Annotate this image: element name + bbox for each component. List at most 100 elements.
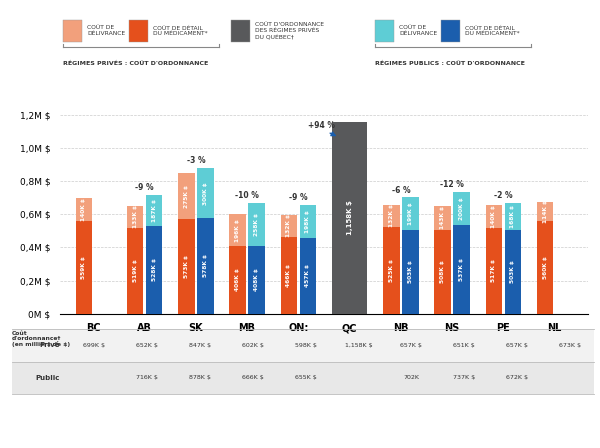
Bar	[127, 228, 143, 314]
Text: 200K $: 200K $	[459, 197, 464, 220]
Text: 114K $: 114K $	[542, 200, 548, 223]
Text: -9 %: -9 %	[289, 193, 308, 202]
Text: 133K $: 133K $	[133, 205, 137, 228]
Text: 140K $: 140K $	[491, 205, 496, 228]
Text: COÛT D'ORDONNANCE
DES RÉGIMES PRIVÉS
DU QUÉBEC†: COÛT D'ORDONNANCE DES RÉGIMES PRIVÉS DU …	[255, 22, 324, 39]
Text: 198K $: 198K $	[305, 210, 310, 233]
Text: 651K $: 651K $	[453, 343, 475, 348]
Bar	[127, 206, 143, 228]
Text: 199K $: 199K $	[408, 202, 413, 225]
Text: 560K $: 560K $	[542, 256, 548, 279]
Text: COÛT DE DÉTAIL
DU MÉDICAMENT*: COÛT DE DÉTAIL DU MÉDICAMENT*	[465, 26, 520, 36]
Bar	[197, 218, 214, 314]
Bar	[505, 202, 521, 230]
Text: 737K $: 737K $	[453, 375, 475, 380]
Text: 673K $: 673K $	[559, 343, 581, 348]
Text: RÉGIMES PRIVÉS : COÛT D'ORDONNANCE: RÉGIMES PRIVÉS : COÛT D'ORDONNANCE	[63, 61, 208, 66]
Bar	[434, 206, 451, 229]
Bar	[76, 221, 92, 314]
Bar	[486, 205, 502, 228]
Bar	[383, 205, 400, 227]
Text: 716K $: 716K $	[136, 375, 158, 380]
Bar	[486, 228, 502, 314]
Bar	[229, 246, 246, 314]
Bar	[146, 195, 162, 226]
Bar	[178, 219, 194, 314]
Bar	[454, 192, 470, 225]
Text: 878K $: 878K $	[189, 375, 211, 380]
Text: 666K $: 666K $	[242, 375, 263, 380]
Bar	[178, 173, 194, 219]
Text: 537K $: 537K $	[459, 258, 464, 281]
Bar	[197, 168, 214, 218]
Text: 847K $: 847K $	[189, 343, 211, 348]
Bar	[299, 205, 316, 238]
Text: 168K $: 168K $	[511, 205, 515, 228]
Text: Privé: Privé	[40, 342, 60, 349]
Bar	[383, 227, 400, 314]
Bar	[281, 237, 297, 314]
Text: 655K $: 655K $	[295, 375, 316, 380]
Text: COÛT DE
DÉLIVRANCE: COÛT DE DÉLIVRANCE	[399, 26, 437, 36]
Text: 517K $: 517K $	[491, 259, 496, 282]
Text: 508K $: 508K $	[440, 260, 445, 283]
Text: 408K $: 408K $	[254, 268, 259, 291]
Bar	[537, 202, 553, 221]
Bar	[434, 229, 451, 314]
Text: 466K $: 466K $	[286, 263, 292, 287]
Text: 140K $: 140K $	[82, 198, 86, 221]
Text: 578K $: 578K $	[203, 254, 208, 277]
Text: 528K $: 528K $	[152, 258, 157, 281]
Text: 196K $: 196K $	[235, 219, 240, 241]
Bar	[537, 221, 553, 314]
Text: 652K $: 652K $	[136, 343, 158, 348]
Bar	[281, 215, 297, 237]
Text: 187K $: 187K $	[152, 199, 157, 222]
Bar	[402, 230, 419, 314]
Text: 132K $: 132K $	[286, 214, 292, 237]
Bar	[332, 122, 367, 314]
Text: Coût
d'ordonnance†
(en milliers de $): Coût d'ordonnance† (en milliers de $)	[12, 331, 70, 347]
Bar	[146, 226, 162, 314]
Text: 300K $: 300K $	[203, 182, 208, 205]
Text: 132K $: 132K $	[389, 204, 394, 227]
Text: 672K $: 672K $	[506, 375, 528, 380]
Text: 143K $: 143K $	[440, 206, 445, 229]
Text: 598K $: 598K $	[295, 343, 316, 348]
Text: 602K $: 602K $	[242, 343, 263, 348]
Text: -12 %: -12 %	[440, 180, 464, 189]
Text: Public: Public	[35, 375, 60, 381]
Text: 1,158K $: 1,158K $	[347, 200, 353, 235]
Text: 258K $: 258K $	[254, 213, 259, 236]
Text: -3 %: -3 %	[187, 156, 205, 165]
Text: 457K $: 457K $	[305, 264, 310, 287]
Text: 657K $: 657K $	[506, 343, 527, 348]
Text: 657K $: 657K $	[400, 343, 422, 348]
Text: 699K $: 699K $	[83, 343, 106, 348]
Text: -9 %: -9 %	[135, 183, 154, 192]
Text: COÛT DE
DÉLIVRANCE: COÛT DE DÉLIVRANCE	[87, 26, 125, 36]
Bar	[454, 225, 470, 314]
Text: 525K $: 525K $	[389, 258, 394, 282]
Text: 519K $: 519K $	[133, 259, 137, 282]
Text: 573K $: 573K $	[184, 255, 189, 278]
Text: +94 %: +94 %	[308, 121, 335, 130]
Text: 275K $: 275K $	[184, 185, 189, 207]
Text: 559K $: 559K $	[82, 256, 86, 279]
Text: -6 %: -6 %	[392, 185, 410, 194]
Text: 406K $: 406K $	[235, 269, 240, 292]
Text: COÛT DE DÉTAIL
DU MÉDICAMENT*: COÛT DE DÉTAIL DU MÉDICAMENT*	[153, 26, 208, 36]
Text: 503K $: 503K $	[511, 261, 515, 284]
Bar	[248, 246, 265, 314]
Bar	[299, 238, 316, 314]
Bar	[248, 203, 265, 246]
Text: 503K $: 503K $	[408, 261, 413, 284]
Text: 1,158K $: 1,158K $	[344, 343, 372, 348]
Bar	[505, 230, 521, 314]
Bar	[229, 214, 246, 246]
Bar	[76, 198, 92, 221]
Bar	[402, 198, 419, 230]
Text: -10 %: -10 %	[235, 191, 259, 200]
Text: 702K: 702K	[403, 375, 419, 380]
Text: RÉGIMES PUBLICS : COÛT D'ORDONNANCE: RÉGIMES PUBLICS : COÛT D'ORDONNANCE	[375, 61, 525, 66]
